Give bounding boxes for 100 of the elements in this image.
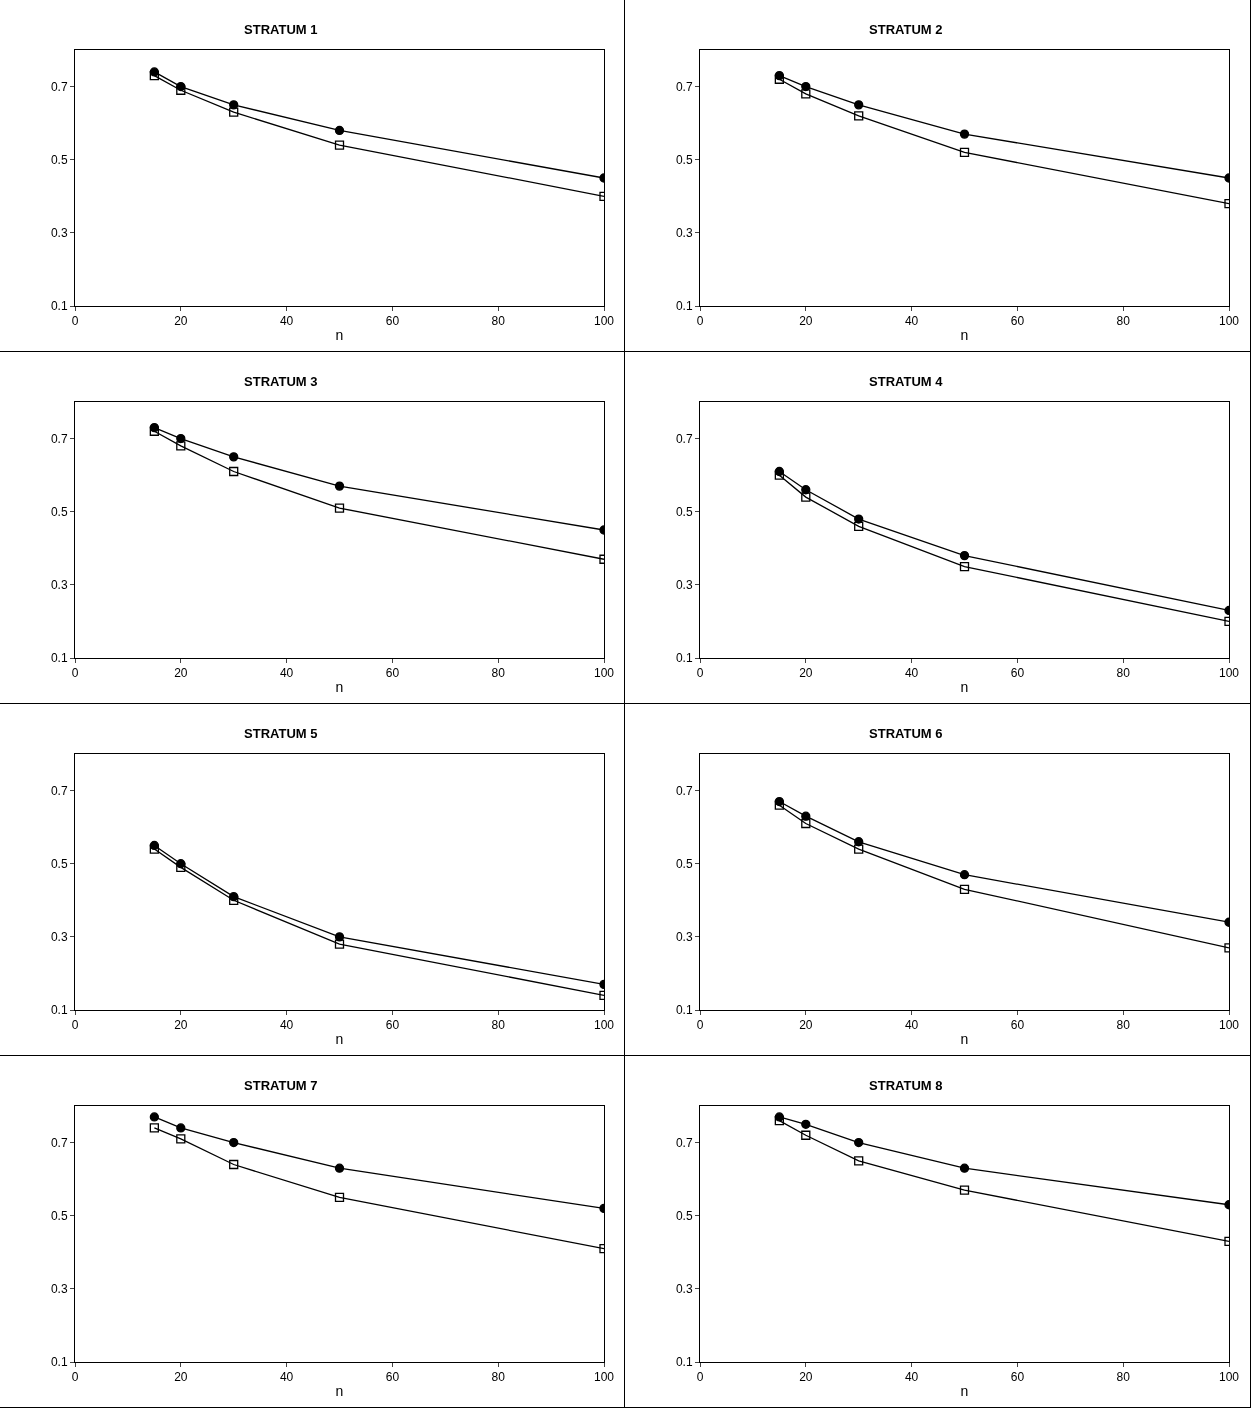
x-axis-title: n [960, 326, 969, 343]
y-tick-label: 0.7 [675, 79, 693, 94]
chart-title: STRATUM 4 [869, 373, 944, 389]
point [801, 89, 811, 99]
point [959, 1185, 970, 1195]
point [149, 70, 159, 81]
x-tick-label: 100 [1218, 1370, 1240, 1385]
point [334, 125, 345, 136]
y-tick-label: 0.5 [50, 504, 68, 519]
x-tick-label: 40 [279, 666, 294, 681]
x-tick-label: 20 [799, 314, 813, 329]
x-tick-label: 0 [71, 314, 79, 329]
x-tick-label: 100 [593, 1370, 615, 1385]
y-tick-label: 0.7 [675, 1135, 693, 1150]
y-tick-label: 0.7 [50, 431, 68, 446]
point [334, 1192, 345, 1203]
point [959, 129, 970, 139]
y-tick-label: 0.5 [675, 856, 693, 871]
point [334, 932, 345, 942]
y-tick-label: 0.1 [675, 1355, 693, 1370]
y-tick-label: 0.3 [50, 1282, 68, 1297]
point [774, 74, 784, 84]
point [229, 1137, 239, 1148]
x-tick-label: 60 [1010, 1370, 1025, 1385]
y-tick-label: 0.3 [50, 226, 68, 241]
chart-title: STRATUM 2 [869, 21, 943, 37]
x-tick-label: 40 [279, 314, 294, 329]
y-tick-label: 0.3 [50, 578, 68, 593]
x-tick-label: 100 [1218, 314, 1240, 329]
chart-title: STRATUM 1 [244, 21, 318, 37]
y-tick-label: 0.1 [675, 1003, 693, 1018]
point [854, 521, 864, 531]
y-tick-label: 0.7 [50, 79, 68, 94]
y-tick-label: 0.3 [675, 226, 693, 241]
y-tick-label: 0.5 [50, 1208, 68, 1223]
x-tick-label: 60 [385, 1018, 400, 1033]
y-tick-label: 0.3 [675, 930, 693, 945]
point [774, 470, 784, 480]
point [801, 811, 811, 821]
y-tick-label: 0.7 [675, 783, 693, 798]
x-axis-title: n [960, 678, 969, 695]
point [334, 481, 345, 491]
x-tick-label: 60 [1010, 1018, 1025, 1033]
x-tick-label: 0 [71, 666, 79, 681]
x-tick-label: 0 [696, 1018, 704, 1033]
x-axis-title: n [335, 678, 344, 695]
point [854, 100, 864, 110]
chart-title: STRATUM 8 [869, 1077, 943, 1093]
point [801, 492, 811, 502]
point [959, 870, 970, 880]
x-tick-label: 80 [491, 666, 506, 681]
x-tick-label: 0 [71, 1018, 79, 1033]
y-tick-label: 0.1 [50, 1355, 68, 1370]
chart-title: STRATUM 6 [869, 725, 943, 741]
point [176, 441, 186, 451]
x-tick-label: 40 [904, 666, 919, 681]
x-tick-label: 60 [385, 1370, 400, 1385]
y-tick-label: 0.5 [675, 504, 693, 519]
point [149, 844, 159, 854]
point [959, 1163, 970, 1173]
x-tick-label: 20 [799, 1370, 813, 1385]
point [854, 1137, 864, 1148]
point [149, 426, 159, 436]
y-tick-label: 0.5 [50, 856, 68, 871]
x-tick-label: 80 [1116, 1370, 1131, 1385]
y-tick-label: 0.7 [675, 431, 693, 446]
y-tick-label: 0.1 [50, 651, 68, 666]
point [801, 818, 811, 829]
x-tick-label: 80 [491, 1018, 506, 1033]
y-tick-label: 0.5 [50, 152, 68, 167]
x-tick-label: 40 [279, 1370, 294, 1385]
x-tick-label: 80 [491, 314, 506, 329]
y-tick-label: 0.5 [675, 1208, 693, 1223]
y-tick-label: 0.3 [675, 1282, 693, 1297]
chart-title: STRATUM 7 [244, 1077, 318, 1093]
x-tick-label: 100 [1218, 666, 1240, 681]
point [801, 1130, 811, 1140]
x-tick-label: 40 [904, 1018, 919, 1033]
point [229, 107, 239, 117]
point [774, 1115, 784, 1126]
x-tick-label: 60 [1010, 314, 1025, 329]
y-tick-label: 0.5 [675, 152, 693, 167]
y-tick-label: 0.7 [50, 1135, 68, 1150]
x-tick-label: 20 [174, 1018, 188, 1033]
x-tick-label: 80 [1116, 666, 1131, 681]
x-tick-label: 20 [174, 1370, 188, 1385]
point [334, 1163, 345, 1173]
point [854, 514, 864, 524]
y-tick-label: 0.7 [50, 783, 68, 798]
point [854, 111, 864, 121]
x-tick-label: 100 [593, 666, 615, 681]
x-axis-title: n [335, 1030, 344, 1047]
x-tick-label: 100 [1218, 1018, 1240, 1033]
x-tick-label: 80 [1116, 1018, 1131, 1033]
x-tick-label: 0 [696, 1370, 704, 1385]
x-tick-label: 0 [696, 666, 704, 681]
x-tick-label: 60 [1010, 666, 1025, 681]
point [176, 1123, 186, 1133]
x-axis-title: n [960, 1382, 969, 1399]
point [149, 1112, 159, 1122]
